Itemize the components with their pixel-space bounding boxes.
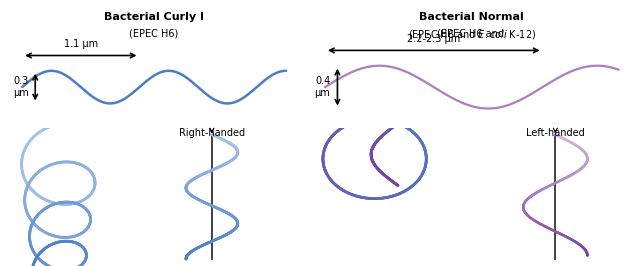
Text: 0.4
μm: 0.4 μm [315,76,330,98]
Text: (EPEC H6 and $\it{E. coli}$ K-12): (EPEC H6 and $\it{E. coli}$ K-12) [408,28,536,41]
Text: Bacterial Normal: Bacterial Normal [419,12,525,22]
Text: (EPEC H6 and: (EPEC H6 and [437,28,507,39]
Text: 1.1 μm: 1.1 μm [64,39,98,49]
Text: Bacterial Curly I: Bacterial Curly I [104,12,204,22]
Text: 2.2-2.3 μm: 2.2-2.3 μm [407,34,460,44]
Text: Left-handed: Left-handed [526,128,585,138]
Text: (EPEC H6): (EPEC H6) [130,28,178,39]
Text: (EPEC H6 and: (EPEC H6 and [437,28,507,39]
Text: Right-handed: Right-handed [179,128,245,138]
Text: 0.3
μm: 0.3 μm [13,76,29,98]
